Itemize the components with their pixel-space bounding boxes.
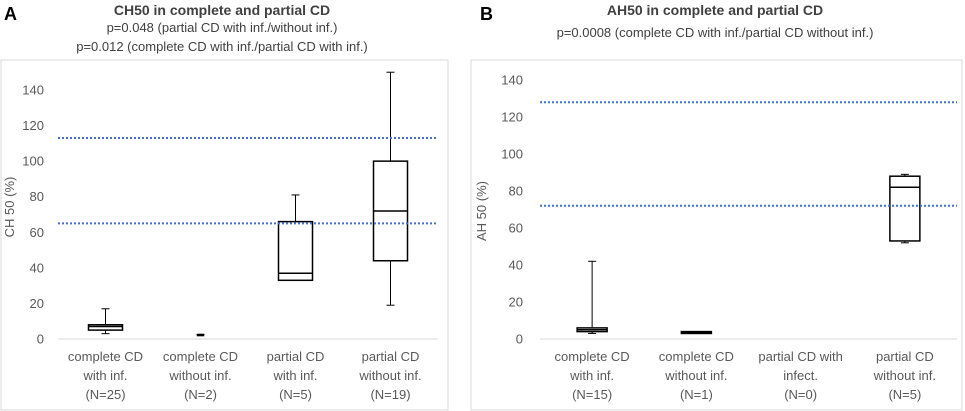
x-category-label-b: without inf. xyxy=(664,368,727,383)
chart-frame-a xyxy=(0,59,449,411)
y-tick-label-a: 40 xyxy=(30,260,44,275)
chart-title-b: AH50 in complete and partial CD xyxy=(607,2,823,18)
x-category-label-b: (N=5) xyxy=(888,387,921,402)
box-plot-b-2 xyxy=(680,330,713,335)
x-category-label-a: partial CD xyxy=(267,349,325,364)
x-category-label-a: with inf. xyxy=(82,368,127,383)
y-axis-label-b: AH 50 (%) xyxy=(474,181,489,241)
y-tick-label-a: 0 xyxy=(37,332,44,347)
box-plot-a-1 xyxy=(87,308,124,335)
y-tick-label-b: 20 xyxy=(509,295,523,310)
y-axis-label-a: CH 50 (%) xyxy=(2,177,17,238)
x-category-label-b: infect. xyxy=(783,368,818,383)
x-category-label-a: without inf. xyxy=(358,368,421,383)
y-tick-label-a: 100 xyxy=(22,154,44,169)
y-tick-label-b: 0 xyxy=(516,332,523,347)
y-tick-label-a: 120 xyxy=(22,118,44,133)
y-tick-label-b: 80 xyxy=(509,184,523,199)
x-category-label-b: with inf. xyxy=(569,368,614,383)
y-tick-label-b: 140 xyxy=(501,73,523,88)
x-category-label-a: complete CD xyxy=(68,349,143,364)
x-category-label-b: complete CD xyxy=(659,349,734,364)
x-category-label-b: partial CD xyxy=(876,349,934,364)
box-iqr xyxy=(889,175,921,242)
y-tick-label-b: 60 xyxy=(509,221,523,236)
box-iqr xyxy=(87,324,124,331)
x-category-label-b: (N=15) xyxy=(572,387,612,402)
box-plot-a-2 xyxy=(196,333,205,337)
box-plot-b-1 xyxy=(576,260,608,334)
y-tick-label-a: 60 xyxy=(30,225,44,240)
x-category-label-a: (N=5) xyxy=(279,387,312,402)
chart-title-a: CH50 in complete and partial CD xyxy=(114,2,330,18)
x-category-label-a: (N=25) xyxy=(85,387,125,402)
panel-letter-b: B xyxy=(480,4,493,24)
panel-a: A CH50 in complete and partial CD p=0.04… xyxy=(0,2,449,411)
plot-area-b: 0 20 40 60 80 100 120 140 complete CD with inf. (N… xyxy=(501,73,957,402)
chart-subtitle-a-1: p=0.048 (partial CD with inf./without in… xyxy=(107,20,338,35)
y-tick-label-b: 120 xyxy=(501,110,523,125)
y-tick-label-a: 140 xyxy=(22,83,44,98)
x-category-label-b: without inf. xyxy=(873,368,936,383)
x-category-label-a: complete CD xyxy=(163,349,238,364)
plot-area-a: 0 20 40 60 80 100 120 140 complete CD with inf. (N… xyxy=(22,71,438,402)
x-category-label-a: partial CD xyxy=(362,349,420,364)
panel-b: B AH50 in complete and partial CD p=0.00… xyxy=(470,2,963,411)
y-tick-label-b: 100 xyxy=(501,147,523,162)
box-iqr xyxy=(277,220,314,282)
x-category-label-b: partial CD with xyxy=(758,349,843,364)
y-tick-label-b: 40 xyxy=(509,258,523,273)
chart-frame-b xyxy=(470,59,963,411)
y-tick-label-a: 80 xyxy=(30,189,44,204)
box-plot-a-3 xyxy=(277,194,314,282)
box-plot-a-4 xyxy=(372,71,409,306)
chart-subtitle-b-1: p=0.0008 (complete CD with inf./partial … xyxy=(557,25,874,40)
x-category-label-b: complete CD xyxy=(555,349,630,364)
x-category-label-b: (N=1) xyxy=(680,387,713,402)
x-category-label-b: (N=0) xyxy=(784,387,817,402)
x-category-label-a: with inf. xyxy=(272,368,317,383)
x-category-label-a: without inf. xyxy=(168,368,231,383)
x-category-label-a: (N=19) xyxy=(370,387,410,402)
panel-letter-a: A xyxy=(4,4,17,24)
x-category-label-a: (N=2) xyxy=(184,387,217,402)
y-tick-label-a: 20 xyxy=(30,296,44,311)
chart-subtitle-a-2: p=0.012 (complete CD with inf./partial C… xyxy=(76,39,368,54)
box-plot-b-4 xyxy=(889,173,921,244)
